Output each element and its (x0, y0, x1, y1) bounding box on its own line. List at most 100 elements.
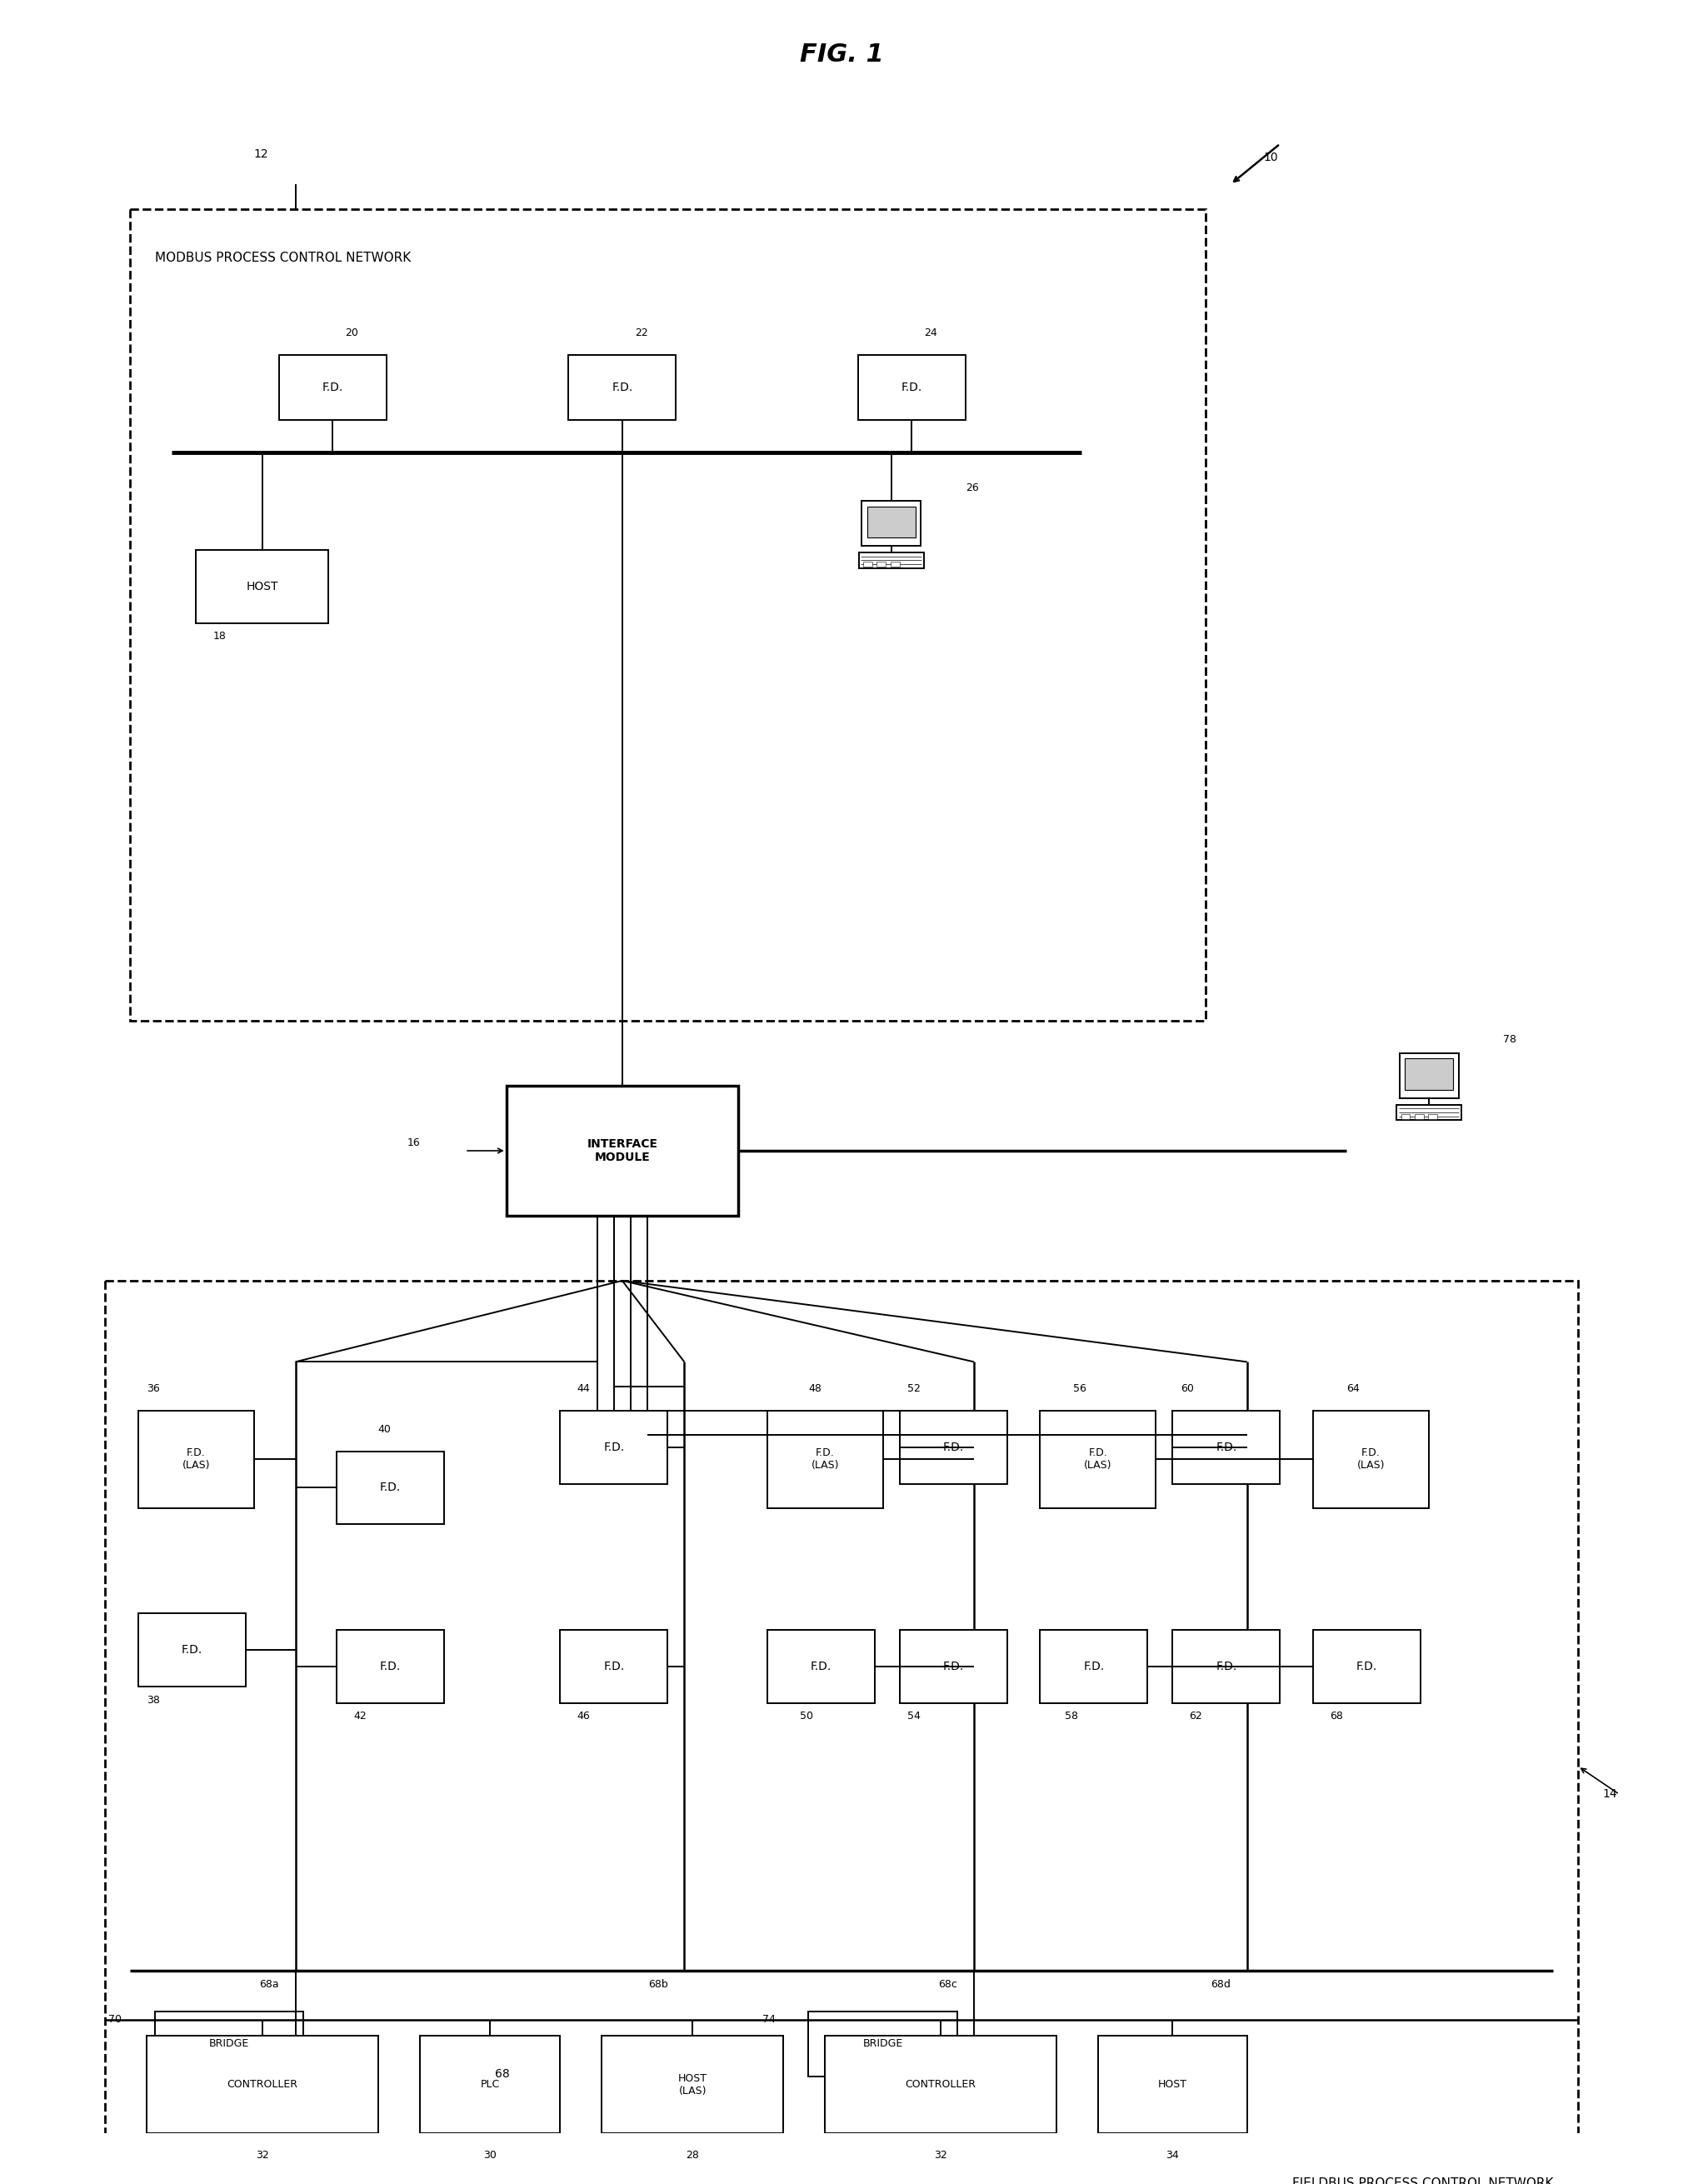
Text: 34: 34 (1166, 2149, 1180, 2160)
Text: 68b: 68b (648, 1979, 668, 1990)
Text: 32: 32 (256, 2149, 269, 2160)
Text: F.D.: F.D. (182, 1645, 202, 1655)
Text: 14: 14 (1602, 1789, 1617, 1800)
Text: 68: 68 (495, 2068, 510, 2079)
Text: 54: 54 (907, 1710, 921, 1721)
Text: F.D.: F.D. (902, 382, 922, 393)
Bar (1400, 1114, 1410, 1118)
Text: BRIDGE: BRIDGE (209, 2038, 249, 2049)
Bar (601, 2035, 784, 2134)
Text: 78: 78 (1503, 1035, 1516, 1046)
Bar (1040, 1629, 1148, 1704)
Bar (138, 1614, 246, 1686)
Text: HOST: HOST (246, 581, 278, 592)
Text: 20: 20 (345, 328, 358, 339)
Text: BRIDGE: BRIDGE (863, 2038, 904, 2049)
Text: 68: 68 (1330, 1710, 1343, 1721)
Bar (560, 1629, 668, 1704)
Text: 36: 36 (146, 1382, 160, 1393)
Bar (560, 1411, 668, 1483)
Text: 74: 74 (762, 2014, 776, 2025)
Bar (808, 2011, 958, 2077)
Bar (858, 553, 924, 568)
Text: 56: 56 (1074, 1382, 1087, 1393)
Bar (825, 2035, 1057, 2134)
Bar (507, 1085, 739, 1216)
Bar (890, 561, 900, 566)
Bar (138, 1411, 254, 1507)
Text: 40: 40 (379, 1424, 392, 1435)
Text: F.D.: F.D. (604, 1660, 624, 1673)
Bar (1173, 1629, 1281, 1704)
Text: 16: 16 (407, 1138, 421, 1149)
Text: CONTROLLER: CONTROLLER (227, 2079, 298, 2090)
Text: F.D.: F.D. (942, 1441, 964, 1452)
Text: F.D.: F.D. (810, 1660, 831, 1673)
Bar (337, 1629, 444, 1704)
Text: 60: 60 (1181, 1382, 1193, 1393)
Text: F.D.
(LAS): F.D. (LAS) (811, 1448, 838, 1472)
Bar (569, 356, 677, 419)
Text: 68c: 68c (939, 1979, 958, 1990)
Text: 64: 64 (1346, 1382, 1360, 1393)
Text: 30: 30 (483, 2149, 496, 2160)
Text: 28: 28 (687, 2149, 698, 2160)
Bar (767, 1629, 875, 1704)
Bar (1429, 1114, 1437, 1118)
Text: F.D.: F.D. (942, 1660, 964, 1673)
Text: CONTROLLER: CONTROLLER (905, 2079, 976, 2090)
Bar (862, 500, 921, 546)
Text: F.D.: F.D. (1356, 1660, 1377, 1673)
Text: F.D.
(LAS): F.D. (LAS) (182, 1448, 210, 1472)
Bar (767, 1411, 884, 1507)
Text: 68a: 68a (259, 1979, 279, 1990)
Text: 26: 26 (966, 483, 980, 494)
Bar (419, 2035, 560, 2134)
Bar (1399, 1053, 1459, 1099)
Text: 46: 46 (577, 1710, 589, 1721)
Bar (1040, 1411, 1156, 1507)
Bar (899, 1411, 1006, 1483)
Bar (899, 1629, 1006, 1704)
Text: 48: 48 (808, 1382, 821, 1393)
Bar (1313, 1629, 1420, 1704)
Bar (197, 550, 328, 622)
Text: 18: 18 (212, 631, 226, 642)
Text: HOST
(LAS): HOST (LAS) (678, 2073, 707, 2097)
Text: F.D.: F.D. (1215, 1441, 1237, 1452)
Text: 62: 62 (1188, 1710, 1202, 1721)
Text: 68d: 68d (1210, 1979, 1230, 1990)
Text: F.D.: F.D. (604, 1441, 624, 1452)
Text: 50: 50 (799, 1710, 813, 1721)
Bar (1415, 1114, 1424, 1118)
Text: MODBUS PROCESS CONTROL NETWORK: MODBUS PROCESS CONTROL NETWORK (155, 251, 411, 264)
Bar (1313, 1411, 1429, 1507)
Text: PLC: PLC (480, 2079, 500, 2090)
Bar (1397, 1105, 1461, 1120)
Text: FIELDBUS PROCESS CONTROL NETWORK: FIELDBUS PROCESS CONTROL NETWORK (1293, 2177, 1553, 2184)
Bar (337, 1450, 444, 1524)
Text: 24: 24 (924, 328, 937, 339)
Bar (104, 1280, 1579, 2184)
Bar (863, 561, 872, 566)
Text: 58: 58 (1065, 1710, 1079, 1721)
Text: F.D.: F.D. (380, 1483, 401, 1494)
Text: F.D.: F.D. (321, 382, 343, 393)
Text: HOST: HOST (1158, 2079, 1187, 2090)
Bar (858, 356, 966, 419)
Text: 42: 42 (353, 1710, 367, 1721)
Text: 44: 44 (577, 1382, 589, 1393)
Bar (1405, 1059, 1452, 1090)
Text: 52: 52 (907, 1382, 921, 1393)
Text: F.D.
(LAS): F.D. (LAS) (1084, 1448, 1112, 1472)
Bar (877, 561, 885, 566)
Bar (867, 507, 916, 537)
Text: F.D.
(LAS): F.D. (LAS) (1356, 1448, 1385, 1472)
Text: 22: 22 (634, 328, 648, 339)
Text: FIG. 1: FIG. 1 (799, 41, 884, 66)
Text: F.D.: F.D. (1215, 1660, 1237, 1673)
Text: 10: 10 (1264, 153, 1277, 164)
Text: 12: 12 (254, 149, 269, 159)
Text: F.D.: F.D. (380, 1660, 401, 1673)
Bar (279, 356, 387, 419)
